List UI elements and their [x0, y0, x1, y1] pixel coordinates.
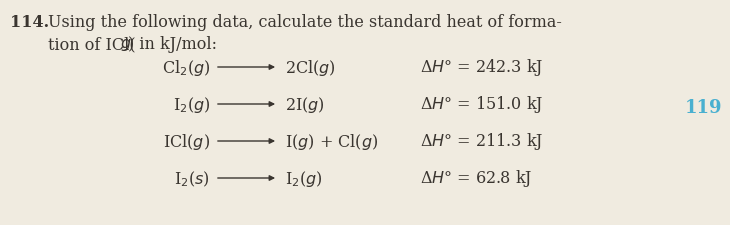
Text: Δ$H$° = 242.3 kJ: Δ$H$° = 242.3 kJ — [420, 57, 543, 78]
Text: Δ$H$° = 62.8 kJ: Δ$H$° = 62.8 kJ — [420, 168, 533, 189]
Text: ICl($g$): ICl($g$) — [163, 131, 210, 151]
Text: 2I($g$): 2I($g$) — [285, 94, 325, 115]
Text: tion of ICl(: tion of ICl( — [48, 36, 136, 53]
Text: Using the following data, calculate the standard heat of forma-: Using the following data, calculate the … — [48, 14, 562, 31]
Text: 114.: 114. — [10, 14, 49, 31]
Text: I$_2$($g$): I$_2$($g$) — [172, 94, 210, 115]
Text: I$_2$($s$): I$_2$($s$) — [174, 169, 210, 188]
Text: $g$: $g$ — [120, 36, 131, 53]
Text: 2Cl($g$): 2Cl($g$) — [285, 58, 336, 78]
Text: Δ$H$° = 211.3 kJ: Δ$H$° = 211.3 kJ — [420, 131, 543, 152]
Text: I$_2$($g$): I$_2$($g$) — [285, 168, 323, 188]
Text: I($g$) + Cl($g$): I($g$) + Cl($g$) — [285, 131, 378, 151]
Text: 119: 119 — [685, 99, 722, 117]
Text: Cl$_2$($g$): Cl$_2$($g$) — [161, 58, 210, 78]
Text: Δ$H$° = 151.0 kJ: Δ$H$° = 151.0 kJ — [420, 94, 543, 115]
Text: ) in kJ/mol:: ) in kJ/mol: — [128, 36, 217, 53]
